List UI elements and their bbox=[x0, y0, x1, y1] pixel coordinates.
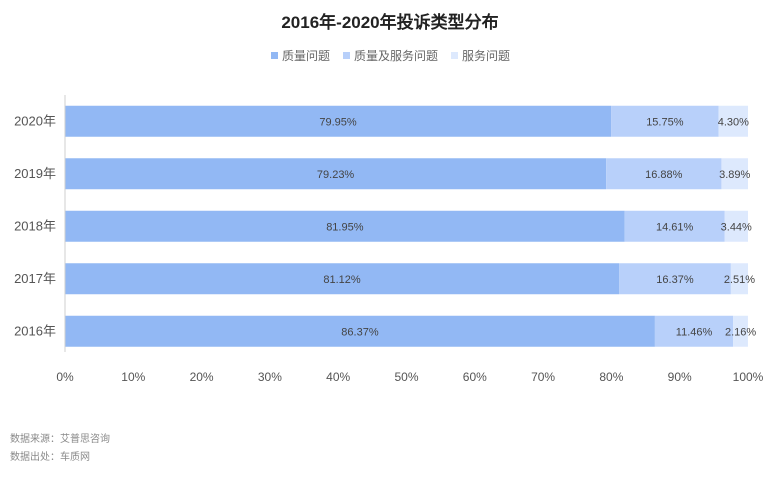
legend-label-2: 质量及服务问题 bbox=[354, 48, 438, 63]
data-label: 79.23% bbox=[317, 169, 355, 181]
data-label: 15.75% bbox=[646, 116, 684, 128]
x-tick-label: 0% bbox=[56, 370, 74, 384]
chart-title: 2016年-2020年投诉类型分布 bbox=[281, 12, 498, 32]
category-label: 2016年 bbox=[14, 323, 56, 338]
x-tick-label: 100% bbox=[733, 370, 764, 384]
bar-segment bbox=[65, 105, 612, 137]
legend-swatch-3 bbox=[451, 52, 458, 59]
data-label: 14.61% bbox=[656, 221, 694, 233]
x-tick-label: 80% bbox=[599, 370, 623, 384]
bar-segment bbox=[65, 263, 620, 295]
origin-note: 数据出处：车质网 bbox=[10, 450, 90, 463]
x-tick-label: 90% bbox=[668, 370, 692, 384]
bar-segment bbox=[611, 105, 719, 137]
bar-segment bbox=[730, 263, 748, 295]
data-label: 81.12% bbox=[323, 274, 361, 286]
data-label: 4.30% bbox=[718, 116, 749, 128]
bar-segment bbox=[724, 210, 748, 242]
category-label: 2019年 bbox=[14, 166, 56, 181]
x-tick-label: 50% bbox=[394, 370, 418, 384]
bar-segment bbox=[624, 210, 725, 242]
legend-label-1: 质量问题 bbox=[282, 49, 330, 63]
category-axis: 2020年 2019年 2018年 2017年 2016年 bbox=[14, 113, 56, 338]
bar-segment bbox=[619, 263, 731, 295]
bar-segment bbox=[721, 158, 748, 190]
data-label: 2.16% bbox=[725, 326, 756, 338]
data-label: 81.95% bbox=[326, 221, 364, 233]
bar-segment bbox=[718, 105, 748, 137]
data-label: 79.95% bbox=[319, 116, 357, 128]
x-tick-label: 10% bbox=[121, 370, 145, 384]
x-tick-label: 30% bbox=[258, 370, 282, 384]
data-label: 2.51% bbox=[724, 274, 755, 286]
data-label: 16.88% bbox=[645, 169, 683, 181]
legend: 质量问题 质量及服务问题 服务问题 bbox=[271, 48, 510, 63]
x-tick-label: 70% bbox=[531, 370, 555, 384]
category-label: 2017年 bbox=[14, 271, 56, 286]
bar-segment bbox=[654, 315, 734, 347]
legend-swatch-2 bbox=[343, 52, 350, 59]
legend-swatch-1 bbox=[271, 52, 278, 59]
bars: 79.95% 15.75% 4.30% 79.23% 16.88% 3.89% 81.95%… bbox=[65, 105, 756, 347]
x-tick-label: 60% bbox=[463, 370, 487, 384]
x-axis: 0% 10% 20% 30% 40% 50% 60% 70% 80% 90% 100% bbox=[56, 370, 763, 384]
source-note: 数据来源：艾普思咨询 bbox=[10, 432, 110, 445]
bar-segment bbox=[606, 158, 722, 190]
category-label: 2018年 bbox=[14, 218, 56, 233]
data-label: 11.46% bbox=[676, 326, 713, 338]
x-tick-label: 20% bbox=[190, 370, 214, 384]
category-label: 2020年 bbox=[14, 113, 56, 128]
data-label: 3.89% bbox=[719, 169, 750, 181]
data-label: 86.37% bbox=[341, 326, 379, 338]
bar-segment bbox=[65, 210, 625, 242]
bar-segment bbox=[733, 315, 748, 347]
data-label: 3.44% bbox=[721, 221, 752, 233]
bar-segment bbox=[65, 158, 607, 190]
bar-segment bbox=[65, 315, 655, 347]
data-label: 16.37% bbox=[656, 274, 694, 286]
x-tick-label: 40% bbox=[326, 370, 350, 384]
legend-label-3: 服务问题 bbox=[462, 48, 510, 63]
